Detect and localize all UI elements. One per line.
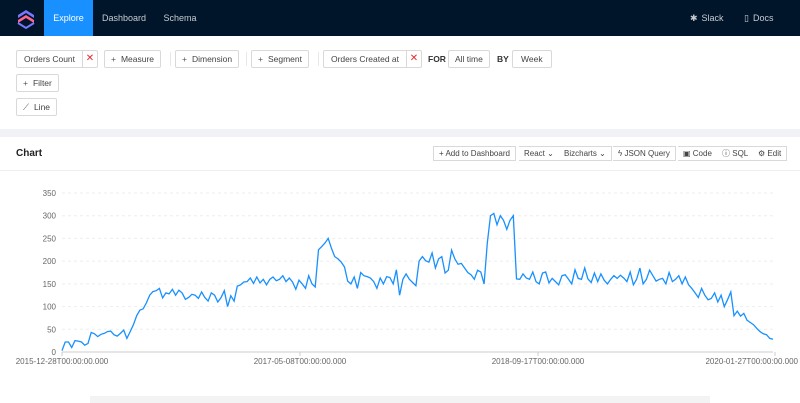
plus-icon: + — [23, 78, 28, 88]
chevron-down-icon: ⌄ — [547, 149, 554, 158]
card-header-divider — [0, 170, 800, 171]
date-range-select[interactable]: All time — [448, 50, 490, 68]
add-measure-label: Measure — [120, 54, 155, 64]
question-icon: ⓘ — [722, 149, 733, 158]
time-dimension-chip: Orders Created at ✕ — [323, 50, 423, 68]
for-label: FOR — [428, 54, 446, 64]
y-tick-label: 300 — [43, 212, 57, 221]
nav-link-slack-label: Slack — [701, 13, 724, 23]
edit-button[interactable]: ⚙ Edit — [753, 146, 788, 161]
docs-icon: ▯ — [744, 13, 749, 23]
line-chart: 0 50 100 150 200 250 300 350 2015-12-28T00:00:00… — [16, 189, 799, 366]
json-query-label: JSON Query — [624, 149, 670, 158]
code-icon: ▣ — [683, 149, 693, 158]
app-logo[interactable] — [14, 6, 38, 30]
y-tick-label: 250 — [43, 234, 57, 243]
nav-link-slack[interactable]: ✱ Slack — [690, 0, 724, 36]
plus-icon: + — [182, 54, 187, 64]
by-label: BY — [497, 54, 509, 64]
library-select[interactable]: Bizcharts ⌄ — [559, 146, 612, 161]
add-to-dashboard-label: Add to Dashboard — [445, 149, 510, 158]
chevron-down-icon: ⌄ — [599, 149, 606, 158]
x-tick-label: 2020-01-27T00:00:00.000 — [705, 357, 798, 366]
y-tick-label: 0 — [52, 348, 57, 357]
json-query-button[interactable]: ϟ JSON Query — [613, 146, 676, 161]
gear-icon: ⚙ — [758, 149, 768, 158]
library-label: Bizcharts — [564, 149, 597, 158]
measure-chip: Orders Count ✕ — [16, 50, 98, 68]
chart-card: Chart + Add to Dashboard React ⌄ Bizchar… — [0, 137, 800, 403]
divider — [318, 52, 319, 66]
divider — [246, 52, 247, 66]
framework-label: React — [524, 149, 545, 158]
add-filter-button[interactable]: + Filter — [16, 74, 59, 92]
x-tick-label: 2017-05-08T00:00:00.000 — [254, 357, 347, 366]
divider — [170, 52, 171, 66]
line-chart-icon: ⟋ — [23, 102, 29, 112]
nav-link-docs[interactable]: ▯ Docs — [744, 0, 773, 36]
y-tick-label: 100 — [43, 303, 57, 312]
measure-chip-label[interactable]: Orders Count — [16, 50, 82, 68]
remove-measure-icon[interactable]: ✕ — [82, 50, 98, 68]
remove-time-dimension-icon[interactable]: ✕ — [406, 50, 422, 68]
granularity-select[interactable]: Week — [512, 50, 552, 68]
code-label: Code — [692, 149, 712, 158]
y-tick-label: 350 — [43, 189, 57, 198]
chart-type-label: Line — [33, 102, 51, 112]
x-tick-label: 2015-12-28T00:00:00.000 — [16, 357, 109, 366]
sql-label: SQL — [732, 149, 749, 158]
slack-icon: ✱ — [690, 13, 698, 23]
top-navbar: Explore Dashboard Schema ✱ Slack ▯ Docs — [0, 0, 800, 36]
plus-icon: + — [439, 149, 446, 158]
y-tick-label: 50 — [47, 325, 56, 334]
y-tick-label: 150 — [43, 280, 57, 289]
orders-count-series-line — [61, 212, 774, 351]
card-title: Chart — [16, 148, 43, 159]
add-dimension-button[interactable]: + Dimension — [175, 50, 240, 68]
add-dimension-label: Dimension — [191, 54, 233, 64]
plus-icon: + — [258, 54, 263, 64]
add-segment-button[interactable]: + Segment — [251, 50, 309, 68]
y-tick-label: 200 — [43, 257, 57, 266]
plus-icon: + — [111, 54, 116, 64]
nav-tab-schema[interactable]: Schema — [163, 13, 197, 23]
scroll-shadow — [90, 396, 710, 403]
chart-type-select[interactable]: ⟋ Line — [16, 98, 58, 116]
add-to-dashboard-button[interactable]: + Add to Dashboard — [433, 146, 516, 161]
add-filter-label: Filter — [32, 78, 52, 88]
nav-tab-dashboard[interactable]: Dashboard — [101, 13, 147, 23]
nav-tab-explore[interactable]: Explore — [44, 0, 93, 36]
thunderbolt-icon: ϟ — [618, 149, 625, 158]
edit-label: Edit — [767, 149, 782, 158]
add-measure-button[interactable]: + Measure — [104, 50, 162, 68]
x-tick-label: 2018-09-17T00:00:00.000 — [492, 357, 585, 366]
time-dimension-label[interactable]: Orders Created at — [323, 50, 406, 68]
add-segment-label: Segment — [267, 54, 302, 64]
query-builder: Orders Count ✕ + Measure + Dimension + Segm… — [0, 36, 800, 129]
nav-link-docs-label: Docs — [752, 13, 774, 23]
